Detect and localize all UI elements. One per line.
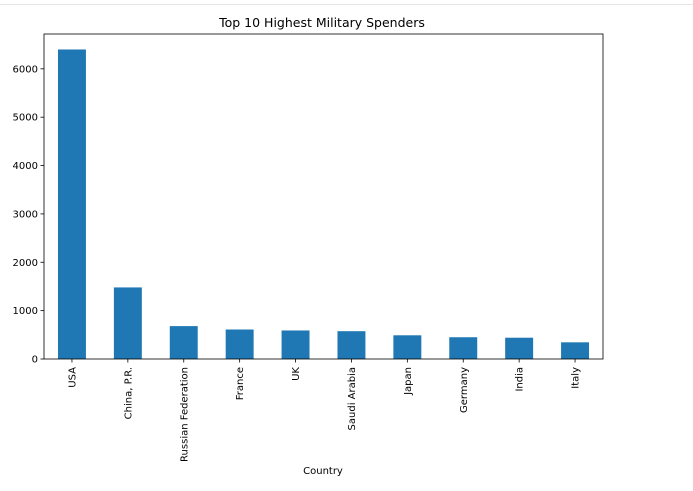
x-tick-label: UK (291, 367, 302, 381)
x-tick-label: France (235, 367, 246, 400)
bar-9 (561, 342, 590, 359)
x-tick-label: Italy (571, 367, 582, 389)
bars-layer (57, 49, 590, 359)
x-tick-label: Russian Federation (179, 367, 190, 462)
x-axis-ticks: USA China, P.R. Russian Federation France UK… (67, 359, 582, 462)
bar-2 (169, 326, 198, 359)
y-tick-label: 0 (32, 355, 38, 366)
bar-8 (505, 337, 534, 359)
bar-1 (113, 287, 142, 359)
y-tick-label: 2000 (13, 258, 38, 269)
chart-title: Top 10 Highest Military Spenders (218, 15, 425, 30)
y-tick-label: 4000 (13, 161, 38, 172)
bar-4 (281, 330, 310, 359)
x-tick-label: India (515, 367, 526, 392)
x-tick-label: China, P.R. (123, 367, 134, 419)
bar-7 (449, 337, 478, 359)
bar-3 (225, 329, 254, 359)
x-tick-label: Saudi Arabia (347, 367, 358, 430)
bar-5 (337, 331, 366, 359)
y-tick-label: 6000 (13, 64, 38, 75)
y-tick-label: 1000 (13, 306, 38, 317)
y-tick-label: 3000 (13, 209, 38, 220)
x-tick-label: Germany (459, 367, 470, 413)
cell-top-border (0, 4, 693, 5)
y-axis-ticks: 0 1000 2000 3000 4000 5000 6000 (13, 64, 44, 366)
y-tick-label: 5000 (13, 113, 38, 124)
bar-6 (393, 335, 422, 359)
x-axis-label: Country (303, 466, 343, 477)
plot-frame (43, 33, 604, 360)
x-tick-label: Japan (403, 367, 414, 396)
bar-0 (57, 49, 86, 359)
x-tick-label: USA (67, 367, 78, 388)
